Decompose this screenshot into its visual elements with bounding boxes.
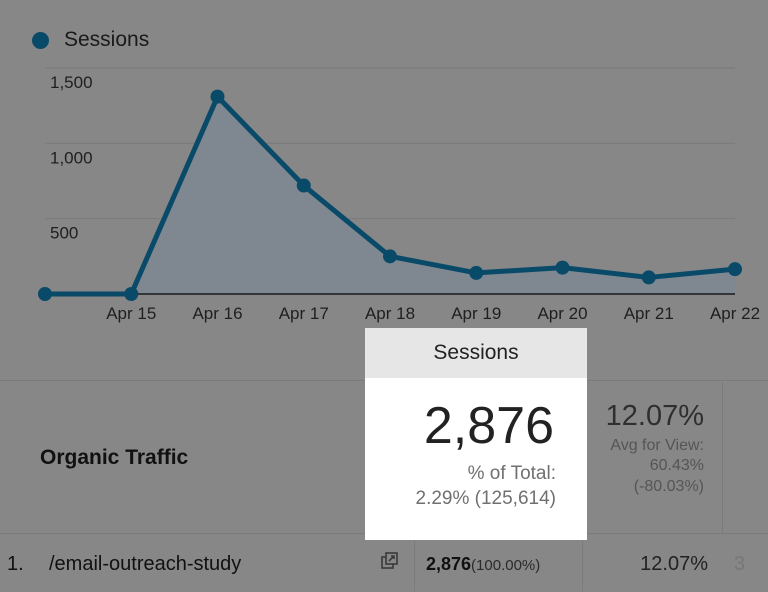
data-point — [296, 178, 311, 193]
row-rate: 12.07% — [640, 553, 708, 575]
y-tick-label: 500 — [50, 224, 78, 243]
summary-rate: 12.07% — [605, 400, 704, 432]
x-tick-label: Apr 21 — [624, 304, 674, 323]
row-truncated-value: 3 — [734, 553, 746, 575]
tooltip-total-value: 2.29% (125,614) — [415, 488, 557, 509]
tooltip-value: 2,876 — [423, 397, 554, 455]
data-point — [555, 260, 570, 275]
tooltip-title: Sessions — [365, 328, 587, 378]
row-cell-divider — [582, 534, 583, 591]
row-page-link[interactable]: /email-outreach-study — [49, 553, 242, 575]
row-sessions-pct: (100.00%) — [471, 557, 541, 574]
summary-avg-diff: (-80.03%) — [633, 478, 704, 495]
x-tick-label: Apr 16 — [192, 304, 242, 323]
y-tick-label: 1,000 — [50, 148, 93, 167]
x-tick-label: Apr 15 — [106, 304, 156, 323]
legend-label: Sessions — [64, 28, 150, 51]
data-point — [469, 265, 484, 280]
data-point — [210, 89, 225, 104]
column-divider — [722, 382, 723, 534]
summary-avg-label: Avg for View: — [610, 437, 704, 454]
data-point — [383, 249, 397, 264]
x-tick-label: Apr 19 — [451, 304, 501, 323]
row-cell-divider — [414, 534, 415, 591]
series-area — [45, 96, 735, 294]
open-in-new-icon[interactable] — [380, 551, 400, 571]
row-sessions: 2,876(100.00%) — [426, 554, 540, 575]
data-point — [124, 287, 139, 301]
data-point — [641, 270, 656, 285]
x-tick-label: Apr 17 — [279, 304, 329, 323]
x-tick-label: Apr 22 — [710, 304, 760, 323]
legend-dot-icon — [32, 31, 49, 49]
x-tick-label: Apr 18 — [365, 304, 415, 323]
data-point — [38, 287, 52, 301]
y-tick-label: 1,500 — [50, 73, 93, 92]
summary-avg-value: 60.43% — [649, 457, 704, 474]
chart-legend[interactable]: Sessions — [32, 28, 149, 52]
sessions-tooltip: Sessions 2,876 % of Total: 2.29% (125,61… — [365, 328, 587, 540]
tooltip-total-label: % of Total: — [467, 463, 556, 484]
row-index: 1. — [7, 553, 24, 575]
x-tick-label: Apr 20 — [537, 304, 587, 323]
data-point — [728, 262, 742, 277]
sessions-chart: 500 1,000 1,500 Apr 15 Apr 16 Apr 17 Apr 18 Apr… — [38, 67, 760, 323]
row-sessions-value: 2,876 — [426, 554, 472, 574]
segment-label: Organic Traffic — [40, 446, 189, 469]
